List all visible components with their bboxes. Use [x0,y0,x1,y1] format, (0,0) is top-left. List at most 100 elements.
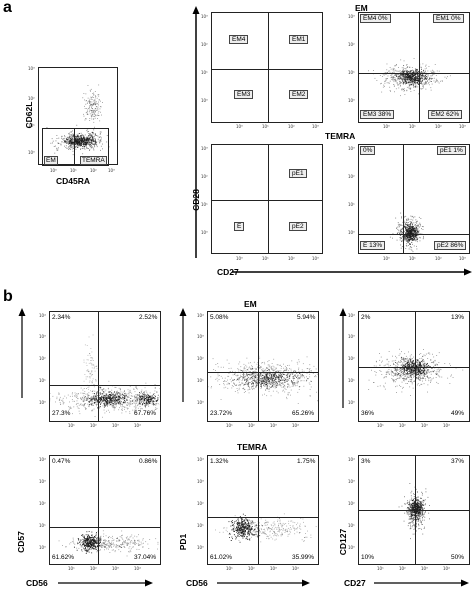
b-ytick: 10⁴ [197,313,204,318]
a-xtick: 10² [435,256,442,261]
a-xtick: 10² [288,124,295,129]
b-xtick: 10³ [270,566,277,571]
b-col1-temra-dots [58,530,159,557]
em-template-plot: EM4 EM1 EM3 EM2 [211,12,323,123]
a-xtick: 10³ [459,256,466,261]
b-xtick: 10¹ [226,566,233,571]
gate-ylabel: CD62L [24,101,34,129]
b-col1-ylabel: CD57 [16,531,26,553]
a-xtick: 10² [435,124,442,129]
b-ytick: 10³ [197,479,204,484]
b-col3-em-dots [368,348,464,396]
b-xtick: 10⁴ [443,566,450,571]
panel-a-xlabel: CD27 [217,267,239,277]
a-xtick: 10³ [312,256,319,261]
a-xtick: 10¹ [409,124,416,129]
gate-xtick: 10² [90,168,97,173]
b-xtick: 10³ [270,423,277,428]
em-data-q-br: EM2 62% [428,110,463,119]
b-col1-em-plot: 2.34% 2.52% 27.3% 67.76% [49,311,161,422]
b-col1-temra-q-bl: 61.62% [52,554,75,561]
panel-b-em-title: EM [244,299,257,309]
em-template-q-tl: EM4 [229,35,249,44]
b-xtick: 10⁴ [134,566,141,571]
a-xtick: 10⁰ [236,256,243,261]
b-ytick: 10² [197,356,204,361]
b-ytick: 10³ [197,334,204,339]
b-ytick: 10⁰ [348,400,355,405]
b-col1-em-dots [50,334,160,418]
gate-xtick: 10⁰ [50,168,57,173]
panel-a-temra-title: TEMRA [325,131,356,141]
temra-template-q-tr: pE1 [289,169,307,178]
a-xtick: 10³ [312,124,319,129]
a-ytick: 10³ [348,146,355,151]
a-ytick: 10⁰ [348,98,355,103]
b-col2-temra-q-bl: 61.02% [210,554,233,561]
b-ytick: 10¹ [348,378,355,383]
a-ytick: 10¹ [201,70,208,75]
b-ytick: 10⁰ [197,545,204,550]
temra-template-q-br: pE2 [289,222,307,231]
b-ytick: 10¹ [197,523,204,528]
gate-box [42,128,109,166]
b-col3-em-q-bl: 36% [361,410,375,417]
a-ytick: 10² [348,42,355,47]
b-col2-em-q-br: 65.26% [292,410,315,417]
b-ytick: 10⁴ [197,457,204,462]
a-ytick: 10¹ [348,70,355,75]
b-col3-em-q-br: 49% [451,410,465,417]
b-col2-em-plot: 5.08% 5.94% 23.72% 65.26% [207,311,319,422]
b-ytick: 10¹ [197,378,204,383]
b-col1-em-q-br: 67.76% [134,410,157,417]
b-ytick: 10¹ [39,378,46,383]
b-xtick: 10² [90,423,97,428]
b-xtick: 10² [248,423,255,428]
b-col1-temra-plot: 0.47% 0.86% 61.62% 37.04% [49,455,161,565]
panel-a-ylabel: CD28 [191,189,201,211]
b-ytick: 10³ [348,479,355,484]
temra-template-plot: pE1 E pE2 [211,144,323,254]
a-xtick: 10² [288,256,295,261]
b-col1-xlabel: CD56 [26,578,48,588]
b-col2-temra-plot: 1.32% 1.75% 61.02% 35.99% [207,455,319,565]
b-xtick: 10¹ [68,423,75,428]
a-ytick: 10² [348,174,355,179]
gate-divider [74,128,75,164]
b-col3-em-q-tl: 2% [361,314,371,321]
b-col2-temra-dots [215,513,317,543]
gate-em-label: EM [44,156,58,165]
b-col1-em-q-tl: 2.34% [52,314,71,321]
b-col1-temra-q-tl: 0.47% [52,458,71,465]
b-ytick: 10⁰ [348,545,355,550]
b-col1-temra-q-br: 37.04% [134,554,157,561]
b-col2-em-q-tl: 5.08% [210,314,229,321]
a-ytick: 10³ [201,14,208,19]
b-col3-temra-q-bl: 10% [361,554,375,561]
b-ytick: 10¹ [348,523,355,528]
a-xtick: 10³ [459,124,466,129]
b-col1-temra-q-tr: 0.86% [139,458,158,465]
b-col3-em-plot: 2% 13% 36% 49% [358,311,470,422]
panel-a-letter: a [3,0,12,16]
a-ytick: 10⁰ [348,230,355,235]
b-xtick: 10⁴ [292,423,299,428]
b-ytick: 10² [197,501,204,506]
b-xtick: 10³ [421,566,428,571]
b-ytick: 10⁴ [348,457,355,462]
em-template-q-br: EM2 [289,90,309,99]
temra-template-q-bl: E [234,222,245,231]
em-data-q-tl: EM4 0% [360,14,391,23]
b-xtick: 10¹ [226,423,233,428]
b-col1-em-q-tr: 2.52% [139,314,158,321]
gate-ytick: 10¹ [28,123,35,128]
a-xtick: 10¹ [409,256,416,261]
b-col3-temra-q-tr: 37% [451,458,465,465]
b-ytick: 10⁴ [39,457,46,462]
b-ytick: 10⁴ [39,313,46,318]
panel-b-letter: b [3,288,13,305]
b-ytick: 10² [39,356,46,361]
temra-data-q-tr: pE1 1% [437,146,466,155]
b-ytick: 10⁰ [39,400,46,405]
b-col2-temra-q-tl: 1.32% [210,458,229,465]
